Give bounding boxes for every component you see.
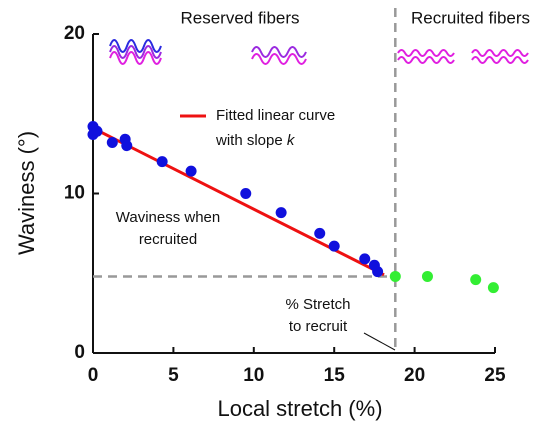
data-point: [314, 227, 326, 239]
fiber-icon: [109, 51, 162, 65]
fiber-icon: [251, 53, 307, 65]
region-label: Reserved fibers: [180, 8, 299, 27]
x-tick-label: 20: [404, 365, 425, 386]
x-tick-label: 0: [88, 365, 99, 386]
x-axis-label: Local stretch (%): [217, 396, 382, 421]
fiber-icon: [109, 39, 162, 53]
data-point: [156, 156, 168, 168]
annotation: Waviness when: [116, 209, 221, 226]
data-point: [240, 188, 252, 199]
y-axis-label: Waviness (°): [14, 131, 39, 255]
fiber-icon: [471, 49, 529, 57]
x-tick-label: 15: [324, 365, 346, 386]
x-tick-label: 25: [484, 365, 506, 386]
data-point: [421, 270, 433, 282]
legend-text: Fitted linear curve: [216, 107, 335, 124]
fiber-icon: [397, 49, 455, 57]
y-tick-label: 10: [64, 183, 85, 204]
data-point: [470, 274, 482, 286]
data-point: [91, 125, 103, 137]
legend-text: with slope: [215, 132, 283, 149]
data-point: [275, 207, 287, 219]
data-point: [372, 266, 384, 278]
data-point: [106, 136, 118, 148]
annotation: to recruit: [289, 318, 348, 335]
data-point: [359, 253, 371, 265]
data-point: [185, 165, 197, 177]
y-tick-label: 20: [64, 23, 85, 44]
data-point: [389, 270, 401, 282]
data-point: [487, 282, 499, 294]
legend-symbol: k: [287, 132, 296, 149]
region-label: Recruited fibers: [411, 8, 530, 27]
x-tick-label: 5: [168, 365, 179, 386]
data-point: [328, 240, 340, 252]
annotation-pointer: [363, 332, 396, 351]
fit-line: [92, 126, 385, 277]
y-tick-label: 0: [74, 342, 85, 363]
fiber-icon: [471, 56, 529, 64]
annotation: recruited: [139, 231, 197, 248]
fiber-icon: [251, 46, 307, 58]
x-tick-label: 10: [243, 365, 264, 386]
fiber-icon: [397, 56, 455, 64]
annotation: % Stretch: [285, 296, 350, 313]
data-point: [121, 140, 133, 152]
legend-text: with slope k: [215, 132, 296, 149]
fiber-icon: [109, 45, 162, 59]
